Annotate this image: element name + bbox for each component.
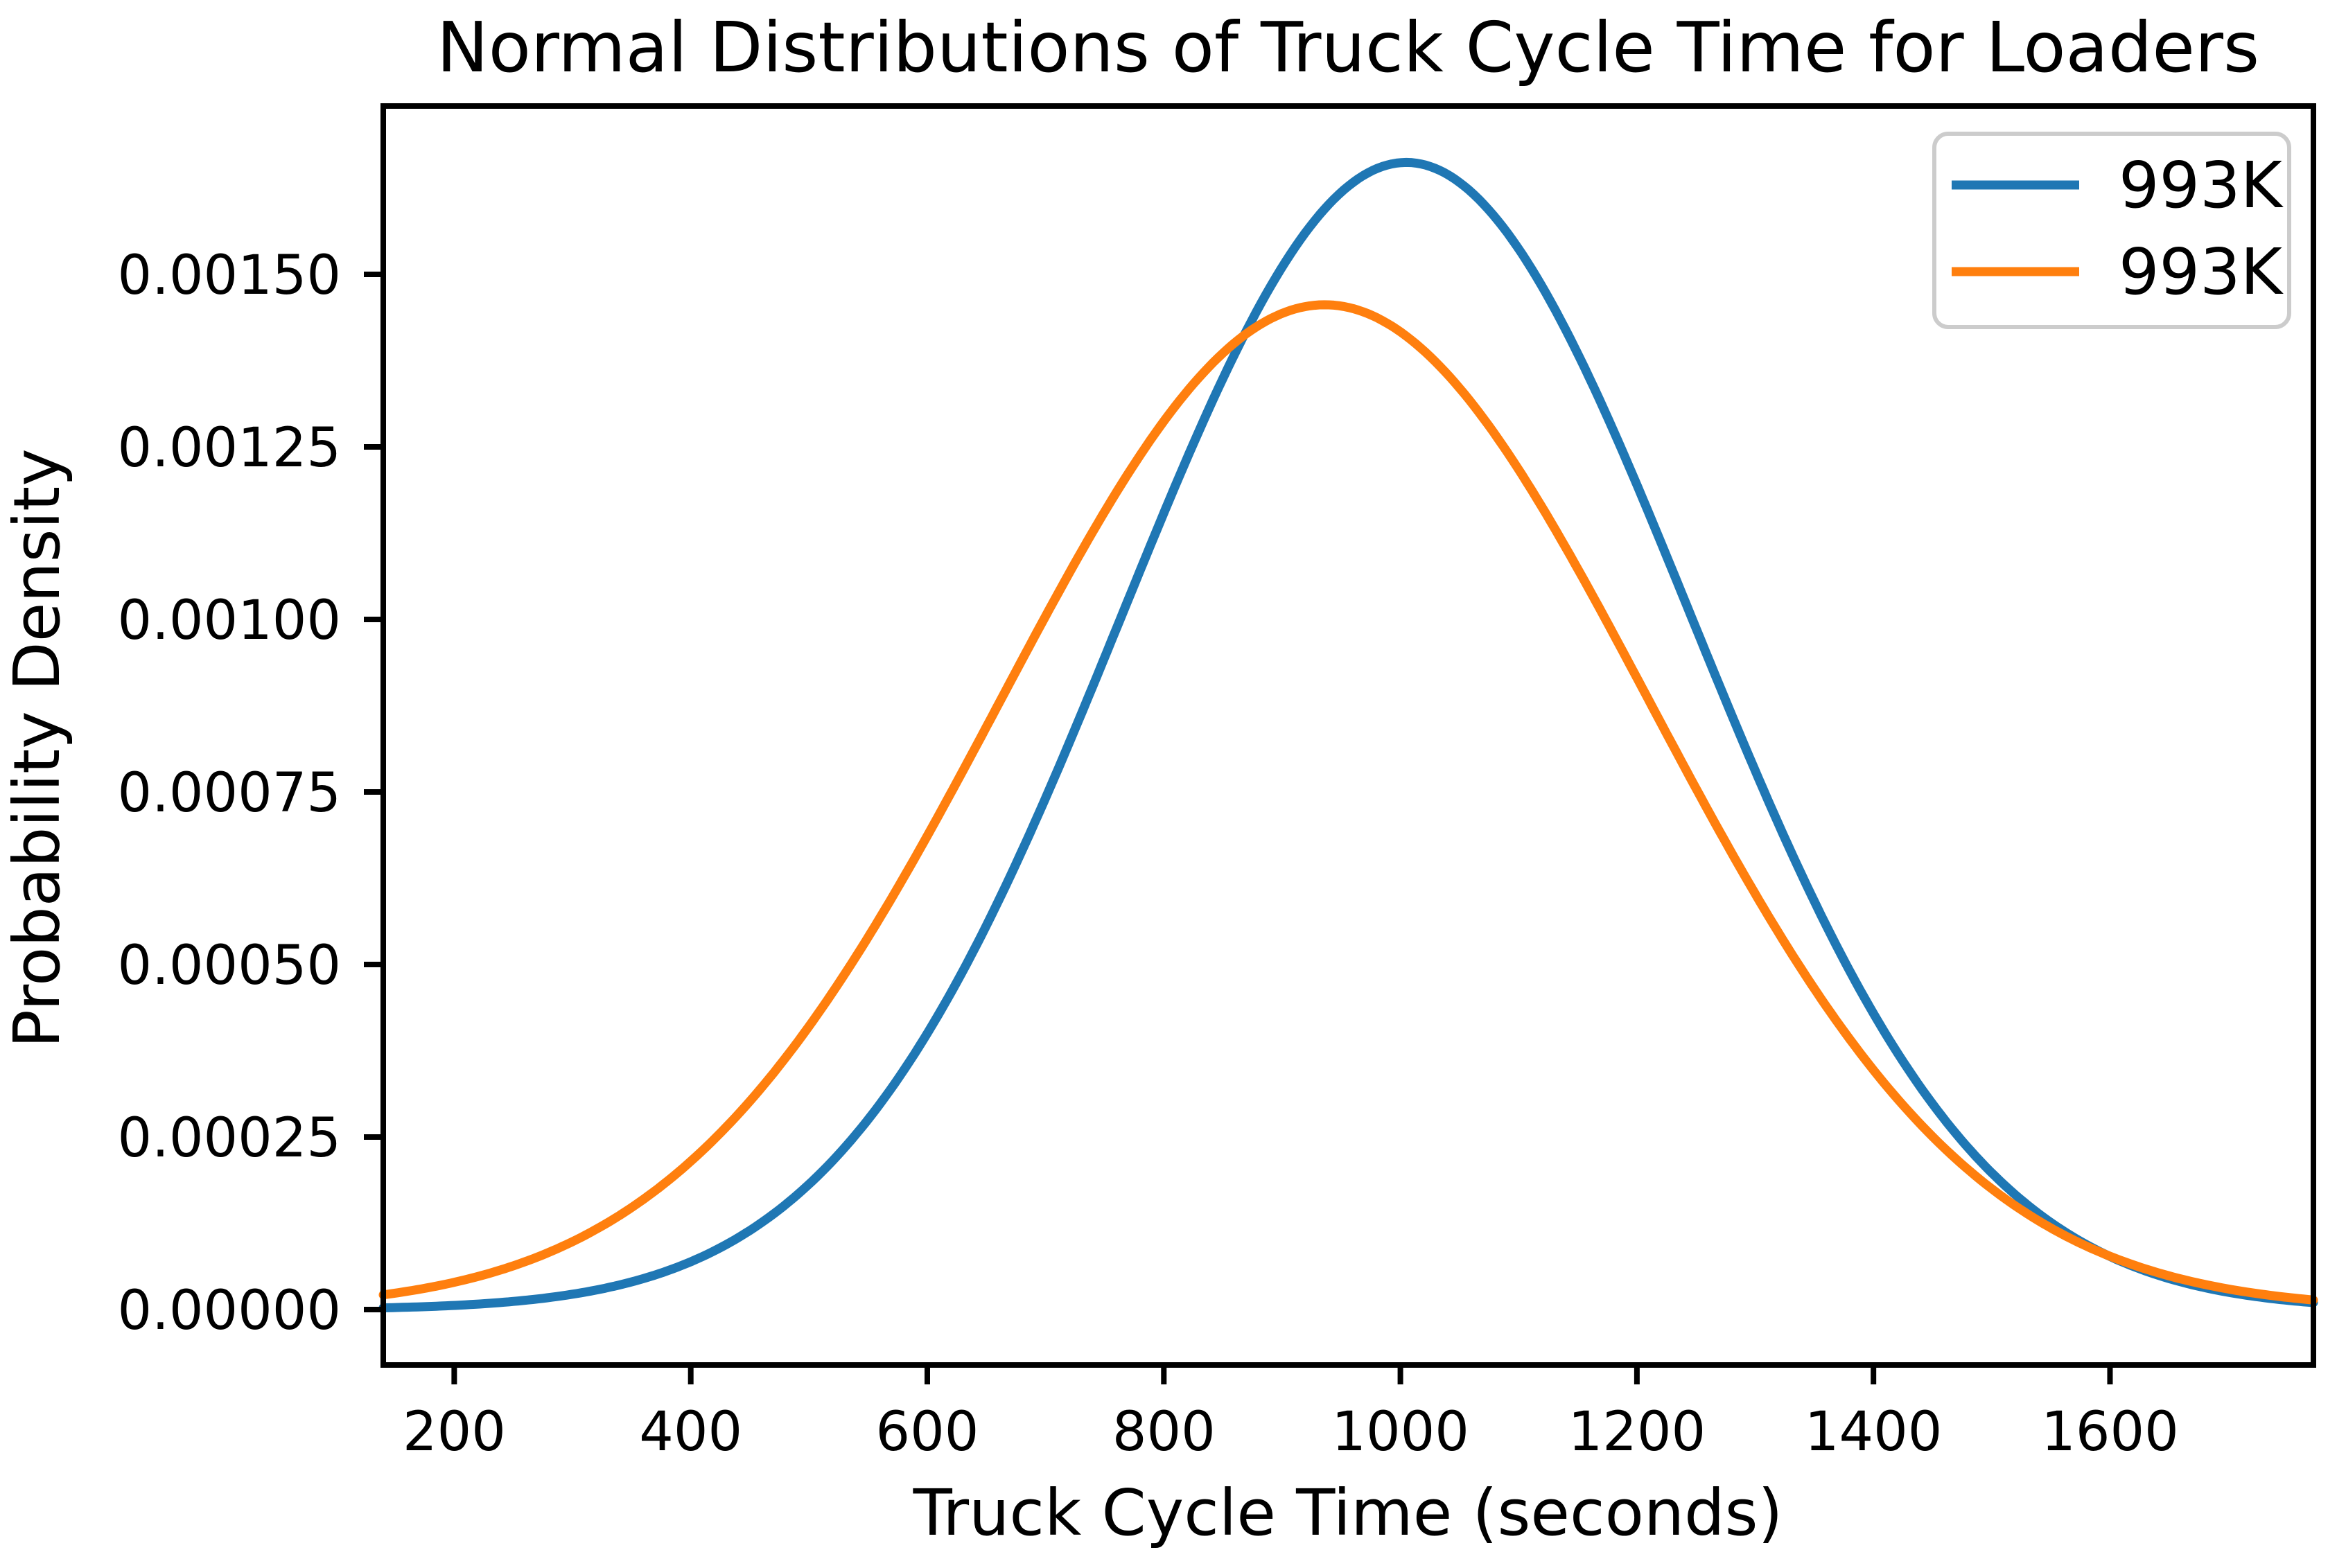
series-curve-0 — [378, 157, 2318, 1312]
chart-title: Normal Distributions of Truck Cycle Time… — [437, 7, 2259, 88]
y-tick-label: 0.00000 — [117, 1280, 341, 1342]
legend-label-series-0: 993K — [2119, 148, 2284, 222]
y-tick-label: 0.00050 — [117, 935, 341, 997]
x-tick-label: 200 — [403, 1401, 506, 1463]
plot-border — [380, 103, 2316, 1368]
x-tick-label: 1000 — [1331, 1401, 1469, 1463]
y-tick-label: 0.00075 — [117, 762, 341, 825]
x-tick-label: 1400 — [1805, 1401, 1943, 1463]
x-tick-label: 1600 — [2041, 1401, 2179, 1463]
x-tick-label: 400 — [639, 1401, 742, 1463]
y-tick-label: 0.00025 — [117, 1107, 341, 1170]
x-axis-label: Truck Cycle Time (seconds) — [913, 1476, 1783, 1550]
y-tick-label: 0.00100 — [117, 590, 341, 652]
x-tick-label: 600 — [876, 1401, 979, 1463]
x-tick-label: 800 — [1112, 1401, 1216, 1463]
series-curves — [378, 157, 2318, 1312]
y-tick-label: 0.00150 — [117, 245, 341, 307]
y-axis: 0.00000 0.00025 0.00050 0.00075 0.00100 0.001… — [117, 245, 383, 1342]
x-tick-label: 1200 — [1568, 1401, 1706, 1463]
y-axis-label: Probability Density — [0, 448, 74, 1048]
legend-label-series-1: 993K — [2119, 235, 2284, 309]
y-tick-label: 0.00125 — [117, 417, 341, 479]
series-curve-1 — [378, 300, 2318, 1305]
x-axis: 200 400 600 800 1000 1200 1400 1600 — [403, 1365, 2179, 1463]
legend: 993K 993K — [1932, 132, 2291, 329]
